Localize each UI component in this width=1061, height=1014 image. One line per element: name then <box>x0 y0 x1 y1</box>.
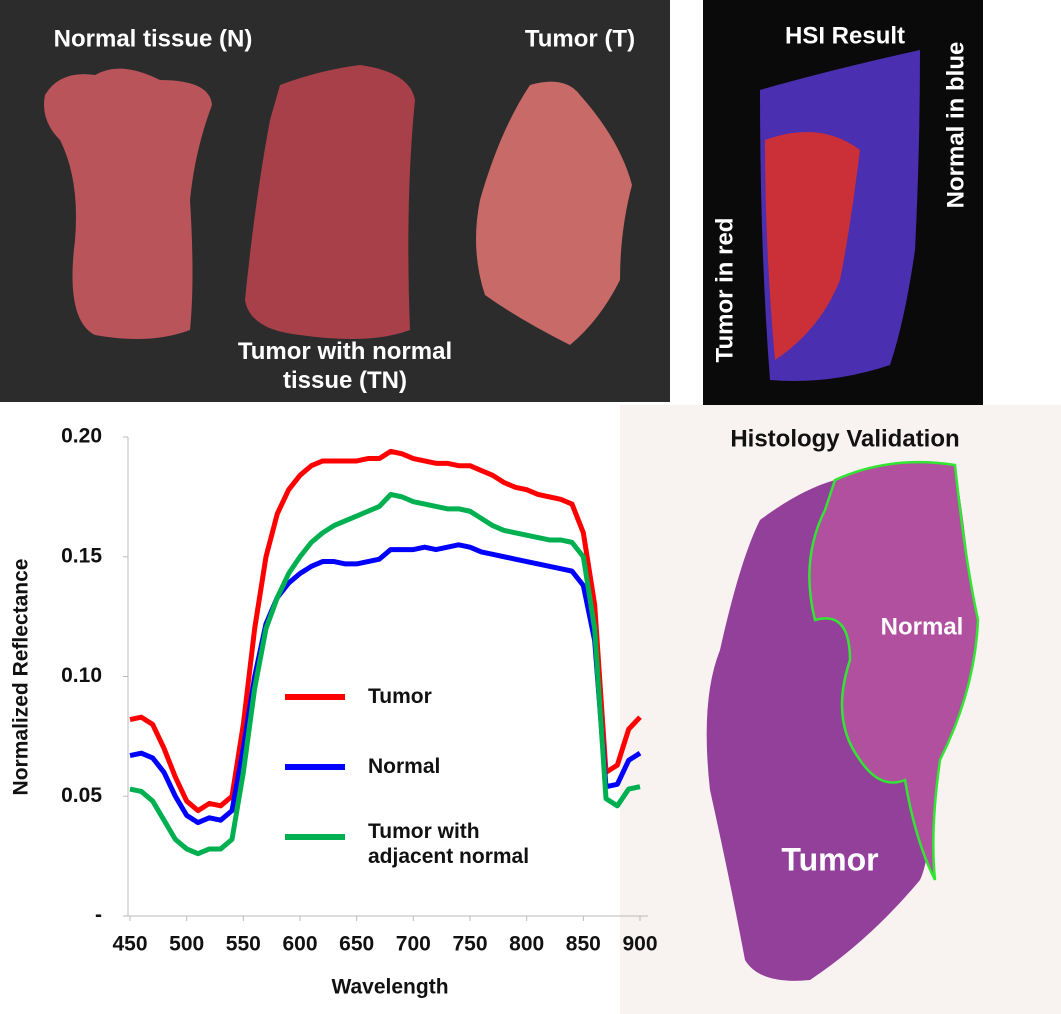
legend-label: Normal <box>368 755 440 778</box>
legend-label: Tumor with adjacent normal <box>368 820 529 868</box>
hsi-label: Tumor in red <box>711 218 738 363</box>
x-tick-label: 500 <box>169 933 204 956</box>
chart: Wavelength Normalized Reflectance - 0.05 0… <box>10 425 658 999</box>
y-tick-label: 0.15 <box>61 544 102 567</box>
series-line <box>129 542 642 826</box>
x-axis-title: Wavelength <box>331 976 448 999</box>
tissue-tumor <box>476 81 632 346</box>
x-tick-label: 450 <box>112 933 147 956</box>
histology-label: Normal <box>881 613 964 640</box>
y-tick-label: 0.05 <box>61 784 102 807</box>
x-tick-label: 700 <box>396 933 431 956</box>
y-tick-label: - <box>95 904 102 927</box>
y-axis-title: Normalized Reflectance <box>10 559 33 796</box>
tissue-tumor-normal <box>245 65 415 339</box>
x-tick-label: 550 <box>226 933 261 956</box>
x-tick-label: 850 <box>566 933 601 956</box>
x-tick-label: 800 <box>509 933 544 956</box>
series-line <box>129 491 641 857</box>
y-tick-label: 0.20 <box>61 425 102 448</box>
tissue-normal <box>44 68 212 340</box>
hsi-tumor-region <box>765 132 860 360</box>
photo-label: Tumor (T) <box>525 25 635 52</box>
series-line <box>129 448 642 814</box>
histology-title: Histology Validation <box>730 425 959 452</box>
x-tick-label: 650 <box>339 933 374 956</box>
hsi-title: HSI Result <box>785 22 905 49</box>
hsi-label: Normal in blue <box>942 42 969 209</box>
histology-normal-outline <box>808 460 980 881</box>
legend-label: Tumor <box>368 685 432 708</box>
photo-label: Normal tissue (N) <box>54 25 253 52</box>
x-tick-label: 900 <box>622 933 657 956</box>
histology-label: Tumor <box>781 841 878 877</box>
x-tick-label: 600 <box>282 933 317 956</box>
y-tick-label: 0.10 <box>61 664 102 687</box>
x-tick-label: 750 <box>452 933 487 956</box>
photo-label: Tumor with normal tissue (TN) <box>238 338 452 394</box>
